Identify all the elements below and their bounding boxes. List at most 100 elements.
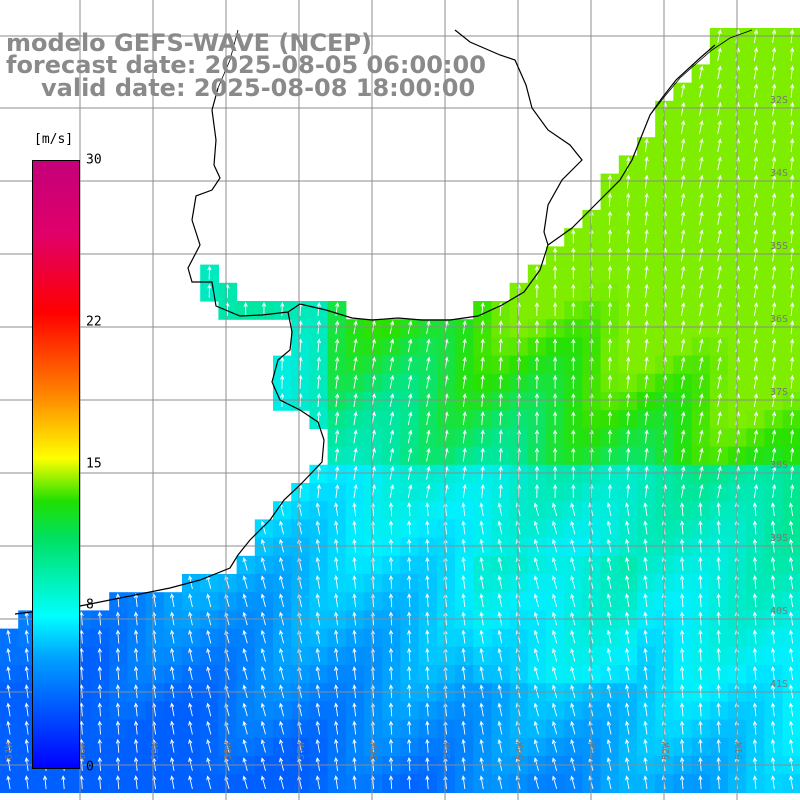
wind-arrow bbox=[24, 756, 29, 771]
wind-arrow bbox=[790, 265, 795, 280]
wind-arrow bbox=[788, 775, 794, 790]
wind-arrow bbox=[334, 556, 339, 571]
wind-arrow bbox=[170, 738, 175, 753]
wind-arrow bbox=[644, 229, 649, 244]
wind-arrow bbox=[626, 483, 631, 498]
wind-arrow bbox=[260, 629, 266, 644]
wind-arrow bbox=[716, 502, 721, 517]
wind-arrow bbox=[279, 520, 285, 535]
wind-arrow bbox=[771, 65, 777, 80]
wind-arrow bbox=[752, 756, 758, 771]
wind-arrow bbox=[752, 775, 758, 790]
wind-arrow bbox=[753, 211, 759, 225]
latitude-label: 41S bbox=[770, 679, 788, 690]
wind-arrow bbox=[462, 411, 467, 426]
latitude-label: 32S bbox=[770, 95, 788, 106]
wind-arrow bbox=[552, 757, 558, 771]
wind-arrow bbox=[625, 720, 630, 735]
wind-arrow bbox=[699, 211, 704, 225]
wind-arrow bbox=[462, 338, 467, 353]
wind-arrow bbox=[552, 593, 558, 608]
wind-arrow bbox=[788, 575, 794, 589]
wind-arrow bbox=[753, 65, 759, 80]
wind-arrow bbox=[643, 574, 648, 589]
wind-arrow bbox=[699, 447, 704, 462]
colorbar-tick-label: 30 bbox=[86, 152, 102, 168]
wind-arrow bbox=[260, 757, 266, 771]
wind-arrow bbox=[115, 756, 121, 771]
wind-arrow bbox=[353, 338, 358, 353]
longitude-label: 58W bbox=[223, 741, 234, 760]
wind-arrow bbox=[407, 447, 413, 462]
wind-arrow bbox=[407, 556, 412, 571]
wind-arrow bbox=[698, 647, 703, 662]
wind-arrow bbox=[716, 520, 721, 535]
wind-arrow bbox=[571, 429, 576, 444]
wind-arrow bbox=[698, 593, 703, 608]
wind-arrow bbox=[717, 156, 722, 171]
wind-arrow bbox=[770, 775, 776, 790]
wind-arrow bbox=[607, 301, 613, 316]
wind-arrow bbox=[388, 520, 394, 535]
wind-arrow bbox=[753, 138, 759, 153]
wind-arrow bbox=[680, 83, 686, 98]
wind-arrow bbox=[570, 666, 576, 680]
latitude-label: 39S bbox=[770, 533, 788, 544]
wind-arrow bbox=[680, 101, 686, 116]
wind-arrow bbox=[407, 629, 412, 644]
wind-arrow bbox=[242, 775, 248, 790]
wind-arrow bbox=[570, 593, 576, 608]
wind-arrow bbox=[407, 720, 412, 735]
wind-arrow bbox=[752, 738, 758, 753]
wind-arrow bbox=[680, 320, 686, 335]
wind-arrow bbox=[607, 265, 613, 280]
wind-arrow bbox=[680, 211, 686, 225]
wind-arrow bbox=[534, 338, 540, 353]
wind-arrow bbox=[699, 356, 704, 371]
wind-arrow bbox=[479, 556, 484, 571]
wind-arrow bbox=[790, 283, 795, 298]
wind-arrow bbox=[42, 775, 48, 790]
wind-arrow bbox=[570, 720, 576, 735]
wind-arrow bbox=[388, 756, 394, 771]
wind-arrow bbox=[24, 629, 29, 644]
wind-arrow bbox=[426, 356, 431, 371]
wind-arrow bbox=[533, 702, 539, 717]
wind-arrow bbox=[498, 374, 503, 389]
wind-arrow bbox=[479, 647, 484, 662]
wind-arrow bbox=[570, 502, 576, 517]
wind-arrow bbox=[626, 283, 631, 298]
wind-arrow bbox=[497, 775, 503, 790]
wind-arrow bbox=[571, 411, 576, 426]
wind-arrow bbox=[698, 665, 703, 680]
wind-arrow bbox=[716, 738, 721, 753]
wind-arrow bbox=[643, 629, 648, 644]
wind-arrow bbox=[279, 666, 285, 680]
wind-arrow bbox=[752, 720, 758, 735]
wind-arrow bbox=[6, 666, 11, 680]
wind-arrow bbox=[717, 138, 722, 153]
wind-arrow bbox=[115, 720, 121, 735]
wind-arrow bbox=[498, 356, 503, 371]
wind-arrow bbox=[680, 229, 686, 244]
wind-arrow bbox=[571, 283, 576, 298]
wind-arrow bbox=[607, 374, 613, 389]
wind-arrow bbox=[170, 775, 175, 790]
wind-arrow bbox=[552, 483, 558, 498]
wind-arrow bbox=[352, 738, 357, 753]
wind-arrow bbox=[315, 738, 321, 753]
wind-arrow bbox=[552, 429, 558, 444]
wind-arrow bbox=[552, 556, 558, 571]
wind-arrow bbox=[625, 520, 630, 535]
wind-arrow bbox=[280, 356, 285, 371]
wind-arrow bbox=[353, 429, 358, 444]
wind-arrow bbox=[771, 47, 777, 62]
wind-arrow bbox=[771, 119, 777, 134]
wind-arrow bbox=[606, 775, 612, 790]
wind-arrow bbox=[242, 720, 248, 735]
wind-arrow bbox=[717, 211, 722, 225]
wind-arrow bbox=[752, 520, 758, 535]
colorbar-tick-label: 22 bbox=[86, 314, 102, 330]
